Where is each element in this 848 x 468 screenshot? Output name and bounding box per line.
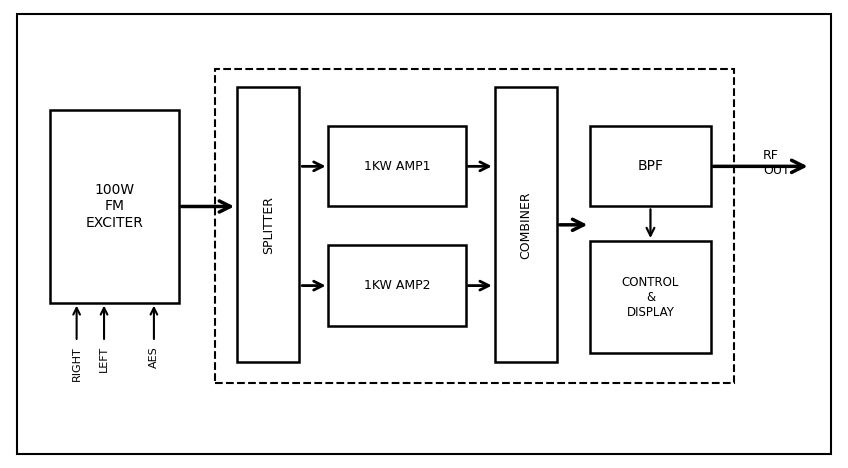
- Bar: [328, 126, 466, 206]
- Bar: [50, 110, 179, 303]
- Text: RIGHT: RIGHT: [71, 346, 81, 381]
- Text: BPF: BPF: [638, 159, 663, 173]
- Text: RF
OUT: RF OUT: [763, 149, 789, 177]
- Text: SPLITTER: SPLITTER: [262, 196, 275, 254]
- Bar: [590, 241, 711, 353]
- Bar: [237, 87, 299, 362]
- Bar: [494, 87, 557, 362]
- Text: AES: AES: [149, 346, 159, 368]
- Text: 1KW AMP1: 1KW AMP1: [364, 160, 430, 173]
- Text: 1KW AMP2: 1KW AMP2: [364, 279, 430, 292]
- Text: COMBINER: COMBINER: [519, 191, 533, 259]
- Bar: [590, 126, 711, 206]
- Bar: [328, 245, 466, 326]
- Bar: [215, 69, 734, 383]
- Text: LEFT: LEFT: [99, 346, 109, 373]
- Text: 100W
FM
EXCITER: 100W FM EXCITER: [86, 183, 143, 230]
- Text: CONTROL
&
DISPLAY: CONTROL & DISPLAY: [622, 276, 679, 319]
